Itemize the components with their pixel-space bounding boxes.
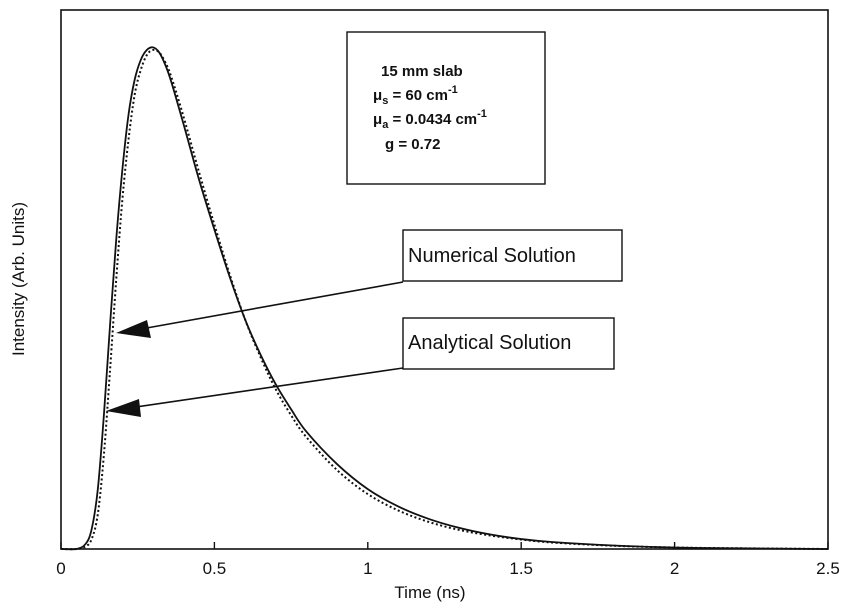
mu-a-value: = 0.0434 cm — [388, 111, 477, 128]
numerical-callout: Numerical Solution — [116, 229, 623, 338]
analytical-callout-frame — [402, 317, 615, 370]
mu-s-superscript: -1 — [448, 84, 458, 96]
info-box-frame — [346, 31, 546, 185]
x-tick-label: 2.5 — [816, 559, 840, 578]
analytical-series-line — [60, 48, 829, 551]
mu-a-superscript: -1 — [477, 108, 487, 120]
mu-s-value: = 60 cm — [388, 87, 448, 104]
info-line-slab: 15 mm slab — [381, 63, 463, 80]
analytical-arrow-line — [121, 367, 404, 410]
info-line-mua: μa = 0.0434 cm-1 — [373, 108, 487, 131]
numerical-arrow-line — [129, 281, 404, 332]
mu-s-symbol: μ — [373, 87, 382, 104]
series-layer — [60, 46, 829, 551]
mu-a-subscript: a — [382, 119, 389, 131]
numerical-arrowhead — [116, 320, 151, 338]
plot-frame — [60, 9, 829, 550]
mu-s-subscript: s — [382, 95, 388, 107]
info-line-g: g = 0.72 — [385, 136, 440, 153]
analytical-callout: Analytical Solution — [106, 317, 615, 417]
x-tick-label: 2 — [670, 559, 679, 578]
y-axis-label: Intensity (Arb. Units) — [9, 202, 28, 356]
x-ticks: 0 0.5 1 1.5 2 2.5 — [56, 542, 840, 578]
analytical-arrowhead — [106, 399, 141, 417]
x-tick-label: 0 — [56, 559, 65, 578]
x-tick-label: 0.5 — [203, 559, 227, 578]
x-tick-label: 1 — [363, 559, 372, 578]
info-box: 15 mm slab μs = 60 cm-1 μa = 0.0434 cm-1… — [346, 31, 546, 185]
numerical-callout-frame — [402, 229, 623, 282]
x-tick-label: 1.5 — [509, 559, 533, 578]
mu-a-symbol: μ — [373, 111, 382, 128]
info-line-mus: μs = 60 cm-1 — [373, 84, 458, 107]
x-axis-label: Time (ns) — [394, 583, 465, 602]
numerical-callout-label: Numerical Solution — [408, 245, 576, 267]
analytical-callout-label: Analytical Solution — [408, 332, 571, 354]
